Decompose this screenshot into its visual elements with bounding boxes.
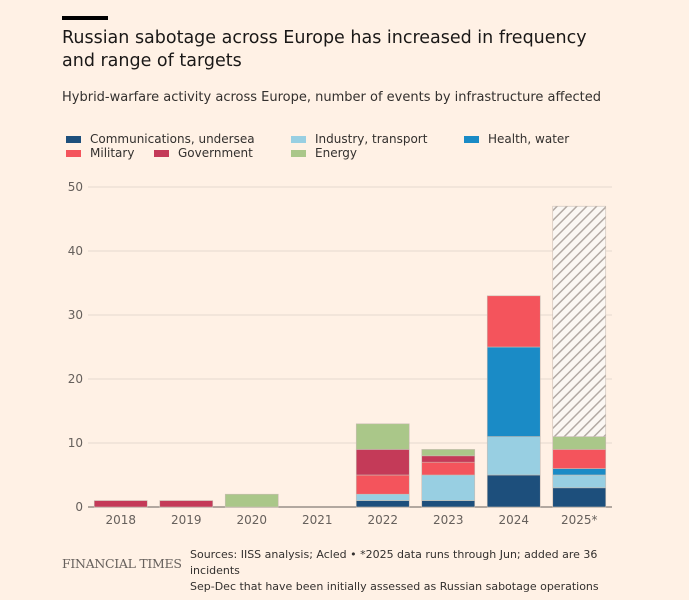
legend-swatch — [66, 149, 81, 157]
legend-item: Military — [66, 146, 134, 160]
legend-swatch — [464, 135, 479, 143]
legend-item: Industry, transport — [291, 132, 427, 146]
bar-segment — [421, 449, 476, 457]
ft-logo: FINANCIAL TIMES — [62, 556, 182, 571]
legend-item: Health, water — [464, 132, 569, 146]
bar-segment — [486, 436, 541, 476]
bar-segment — [159, 500, 214, 508]
x-tick-label: 2020 — [236, 513, 267, 527]
bar-segment — [552, 474, 607, 489]
bar-segment — [486, 474, 541, 508]
x-tick-label: 2018 — [105, 513, 136, 527]
source-line: Sources: IISS analysis; Acled • *2025 da… — [190, 548, 598, 577]
legend-item: Government — [154, 146, 253, 160]
bar-segment — [552, 449, 607, 469]
bar-segment — [552, 436, 607, 450]
bar-segment — [552, 468, 607, 476]
y-tick-label: 40 — [68, 244, 83, 258]
bar-segment — [355, 423, 410, 450]
legend-item: Energy — [291, 146, 357, 160]
legend-swatch — [66, 135, 81, 143]
legend-swatch — [291, 149, 306, 157]
bar-segment — [421, 474, 476, 501]
bar-segment — [355, 449, 410, 476]
bar-segment — [486, 295, 541, 348]
bar-segment — [224, 493, 279, 508]
legend-item: Communications, undersea — [66, 132, 255, 146]
bar-segment — [421, 500, 476, 508]
x-tick-label: 2023 — [433, 513, 464, 527]
y-tick-label: 20 — [68, 372, 83, 386]
y-tick-label: 50 — [68, 180, 83, 194]
legend-label: Communications, undersea — [90, 132, 255, 146]
bar-segment — [486, 346, 541, 437]
chart-title: Russian sabotage across Europe has incre… — [62, 28, 587, 71]
y-tick-label: 10 — [68, 436, 83, 450]
x-tick-label: 2022 — [367, 513, 398, 527]
legend-label: Government — [178, 146, 253, 160]
bar-segment — [355, 474, 410, 495]
bar-segment — [552, 487, 607, 508]
legend-label: Industry, transport — [315, 132, 428, 146]
legend-label: Energy — [315, 146, 358, 160]
bar-segment — [421, 455, 476, 463]
chart-subtitle: Hybrid-warfare activity across Europe, n… — [62, 90, 601, 105]
x-tick-label: 2024 — [498, 513, 529, 527]
bar-segment — [355, 500, 410, 508]
legend-swatch — [291, 135, 306, 143]
legend-label: Military — [90, 146, 135, 160]
bar-segment — [552, 205, 607, 437]
x-tick-label: 2021 — [302, 513, 333, 527]
bar-segment — [355, 493, 410, 501]
bar-segment — [93, 500, 148, 508]
bar-segment — [421, 461, 476, 476]
x-tick-label: 2019 — [171, 513, 202, 527]
legend-swatch — [154, 149, 169, 157]
x-tick-label: 2025* — [561, 513, 598, 527]
legend-label: Health, water — [488, 132, 570, 146]
source-line: Sep-Dec that have been initially assesse… — [190, 580, 599, 593]
y-tick-label: 0 — [75, 500, 83, 514]
source-note: Sources: IISS analysis; Acled • *2025 da… — [190, 547, 610, 595]
ft-top-rule — [62, 16, 108, 20]
y-tick-label: 30 — [68, 308, 83, 322]
